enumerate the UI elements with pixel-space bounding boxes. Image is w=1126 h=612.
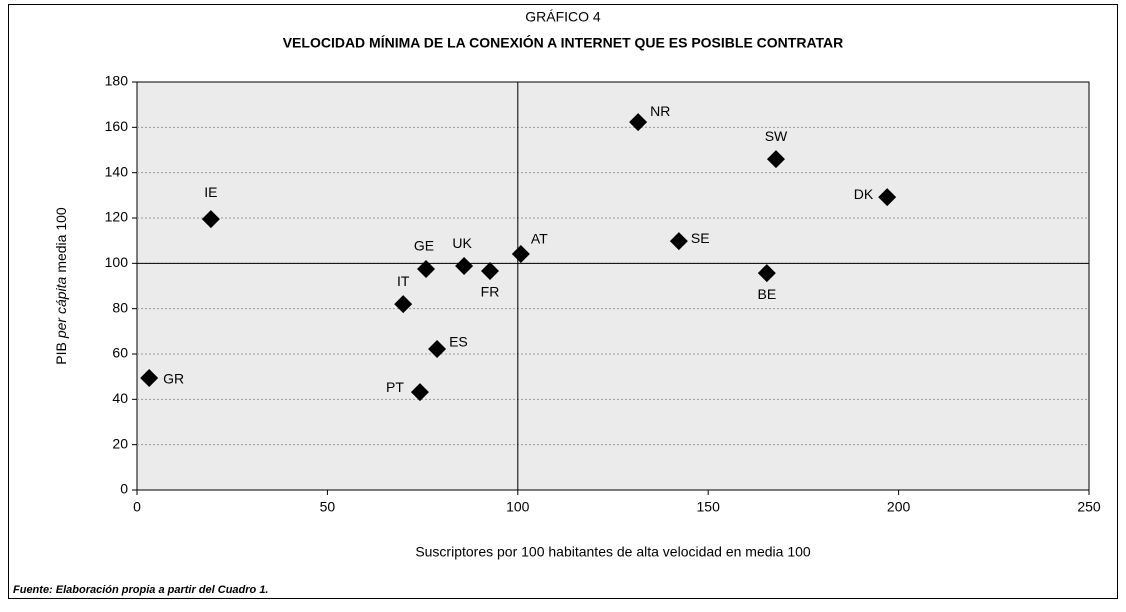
x-tick-label: 200 bbox=[887, 499, 911, 515]
y-tick-label: 100 bbox=[105, 254, 129, 270]
x-tick-label: 100 bbox=[506, 499, 530, 515]
point bbox=[428, 340, 447, 359]
point-label: IE bbox=[204, 184, 217, 200]
x-tick-label: 250 bbox=[1077, 499, 1101, 515]
point-label: PT bbox=[386, 379, 404, 395]
point-label: UK bbox=[452, 235, 472, 251]
y-label-part: media 100 bbox=[53, 207, 69, 273]
point bbox=[757, 264, 776, 283]
x-axis-label: Suscriptores por 100 habitantes de alta … bbox=[415, 544, 811, 560]
point bbox=[629, 113, 648, 132]
point bbox=[669, 232, 688, 251]
y-axis-label: PIB per cápita media 100 bbox=[53, 207, 69, 365]
point bbox=[511, 245, 530, 264]
point-label: SE bbox=[691, 230, 710, 246]
y-tick-label: 120 bbox=[105, 209, 129, 225]
point-label: AT bbox=[531, 231, 548, 247]
y-tick-label: 180 bbox=[105, 73, 129, 89]
point-label: ES bbox=[449, 334, 468, 350]
point-label: FR bbox=[481, 284, 500, 300]
source-note: Fuente: Elaboración propia a partir del … bbox=[13, 584, 269, 596]
plot-area bbox=[136, 81, 1090, 491]
x-tick-label: 150 bbox=[697, 499, 721, 515]
point bbox=[766, 150, 785, 169]
point bbox=[140, 369, 159, 388]
point bbox=[481, 262, 500, 281]
point bbox=[455, 257, 474, 276]
point-label: GE bbox=[414, 238, 434, 254]
y-tick-label: 20 bbox=[112, 435, 128, 451]
y-label-part: PIB bbox=[53, 342, 69, 365]
point bbox=[201, 210, 220, 229]
y-tick-label: 60 bbox=[112, 345, 128, 361]
point-label: NR bbox=[650, 103, 670, 119]
y-tick-label: 80 bbox=[112, 299, 128, 315]
point bbox=[394, 295, 413, 314]
point-label: BE bbox=[757, 286, 776, 302]
y-tick-label: 140 bbox=[105, 163, 129, 179]
y-tick-label: 40 bbox=[112, 390, 128, 406]
y-tick-label: 0 bbox=[120, 481, 128, 497]
chart-subtitle: VELOCIDAD MÍNIMA DE LA CONEXIÓN A INTERN… bbox=[283, 34, 844, 51]
x-tick-label: 50 bbox=[320, 499, 336, 515]
point bbox=[878, 188, 897, 207]
point bbox=[410, 383, 429, 402]
point-label: SW bbox=[765, 128, 788, 144]
point-label: IT bbox=[397, 273, 410, 289]
y-label-part: per cápita bbox=[53, 276, 69, 339]
point-label: GR bbox=[163, 371, 184, 387]
chart-title: GRÁFICO 4 bbox=[525, 9, 601, 25]
y-tick-label: 160 bbox=[105, 118, 129, 134]
point-label: DK bbox=[854, 186, 874, 202]
point bbox=[417, 260, 436, 278]
x-tick-label: 0 bbox=[133, 499, 141, 515]
